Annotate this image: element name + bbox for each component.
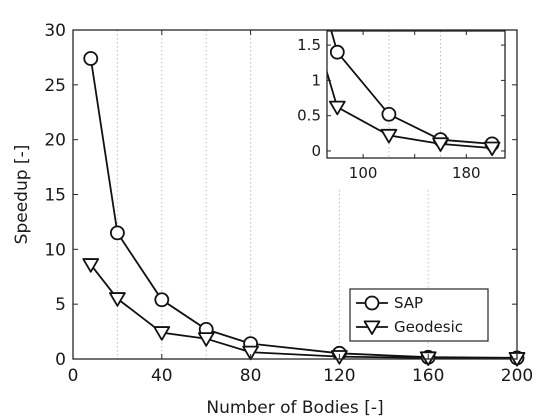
inset-plot: 100 180 0 0.5 1 1.5 — [289, 30, 507, 188]
y-tick-label: 10 — [44, 240, 66, 260]
y-tick-label: 30 — [44, 21, 66, 41]
inset-data-point-geodesic — [432, 137, 449, 152]
inset-y-tick-label: 1.5 — [297, 36, 321, 54]
inset-axis-ticks: 100 180 0 0.5 1 1.5 — [297, 31, 505, 182]
data-point-sap — [154, 292, 170, 308]
inset-gridlines — [388, 31, 442, 158]
x-axis-label: Number of Bodies [-] — [206, 398, 383, 418]
data-point-sap — [83, 51, 99, 66]
y-axis-label: Speedup [-] — [12, 145, 32, 245]
legend-marker-sap — [364, 295, 380, 311]
inset-y-tick-label: 1 — [311, 71, 321, 89]
x-tick-label: 80 — [240, 366, 262, 386]
legend-entries: SAP Geodesic — [356, 294, 463, 336]
x-tick-label: 120 — [323, 366, 355, 386]
inset-plot-frame — [326, 30, 506, 159]
inset-data-point-geodesic — [380, 128, 398, 144]
inset-x-tick-label: 180 — [452, 164, 481, 182]
x-tick-label: 200 — [501, 366, 533, 386]
data-point-geodesic — [197, 332, 215, 347]
inset-x-tick-label: 100 — [349, 164, 378, 182]
data-point-geodesic — [82, 258, 100, 273]
inset-series-layer — [327, 31, 501, 157]
series-line-geodesic — [90, 264, 518, 360]
inset-data-point-sap — [381, 106, 397, 122]
y-tick-label: 15 — [44, 186, 66, 206]
inset-data-point-geodesic — [328, 100, 346, 116]
x-tick-label: 0 — [68, 366, 79, 386]
main-series-layer — [82, 51, 526, 367]
y-tick-label: 0 — [55, 350, 66, 370]
main-gridlines — [116, 30, 429, 359]
inset-series-line-geodesic — [327, 69, 493, 149]
y-tick-label: 25 — [44, 76, 66, 96]
legend: SAP Geodesic — [349, 288, 489, 342]
series-line-sap — [89, 58, 518, 359]
inset-data-point-geodesic — [483, 141, 501, 157]
inset-y-tick-label: 0.5 — [297, 107, 321, 125]
legend-label-sap: SAP — [394, 294, 423, 312]
legend-marker-geodesic — [363, 320, 381, 336]
x-tick-label: 160 — [412, 366, 444, 386]
legend-label-geodesic: Geodesic — [394, 318, 463, 336]
inset-data-point-sap — [329, 44, 345, 60]
data-point-geodesic — [109, 292, 126, 307]
inset-y-tick-label: 0 — [311, 142, 321, 160]
y-tick-label: 20 — [44, 131, 66, 151]
y-tick-label: 5 — [55, 295, 66, 315]
inset-background — [289, 31, 507, 188]
inset-series-line-sap — [330, 31, 493, 145]
data-point-geodesic — [153, 326, 171, 341]
data-point-geodesic — [242, 345, 259, 361]
data-point-sap — [110, 225, 125, 241]
x-tick-label: 40 — [151, 366, 173, 386]
